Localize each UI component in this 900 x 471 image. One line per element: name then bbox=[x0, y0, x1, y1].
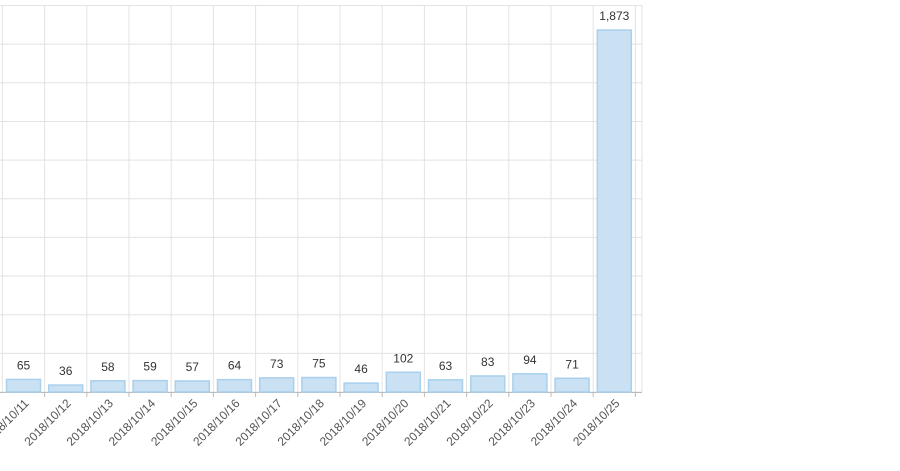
bar bbox=[174, 380, 211, 393]
bar bbox=[596, 29, 633, 393]
bar bbox=[216, 378, 253, 393]
value-label: 64 bbox=[228, 359, 242, 373]
value-label: 65 bbox=[17, 358, 31, 372]
value-label: 94 bbox=[523, 353, 537, 367]
bar bbox=[47, 384, 84, 393]
bar bbox=[512, 373, 548, 393]
bar bbox=[554, 377, 590, 393]
value-label: 71 bbox=[565, 357, 579, 371]
value-label: 73 bbox=[270, 357, 284, 371]
value-label: 57 bbox=[186, 360, 200, 374]
value-label: 36 bbox=[59, 364, 73, 378]
value-label: 83 bbox=[481, 355, 495, 369]
bar bbox=[5, 378, 42, 393]
bar bbox=[343, 382, 379, 393]
bar bbox=[258, 377, 295, 393]
value-label: 46 bbox=[354, 362, 368, 376]
bar bbox=[132, 379, 168, 393]
value-label: 59 bbox=[143, 360, 157, 374]
bar bbox=[90, 380, 126, 393]
bar bbox=[427, 379, 464, 393]
value-label: 58 bbox=[101, 360, 115, 374]
bar bbox=[301, 376, 337, 393]
bar bbox=[469, 375, 506, 393]
bar bbox=[385, 371, 422, 393]
value-label: 75 bbox=[312, 357, 326, 371]
value-label: 102 bbox=[393, 351, 413, 365]
value-label: 63 bbox=[439, 359, 453, 373]
value-label: 1,873 bbox=[599, 9, 629, 23]
